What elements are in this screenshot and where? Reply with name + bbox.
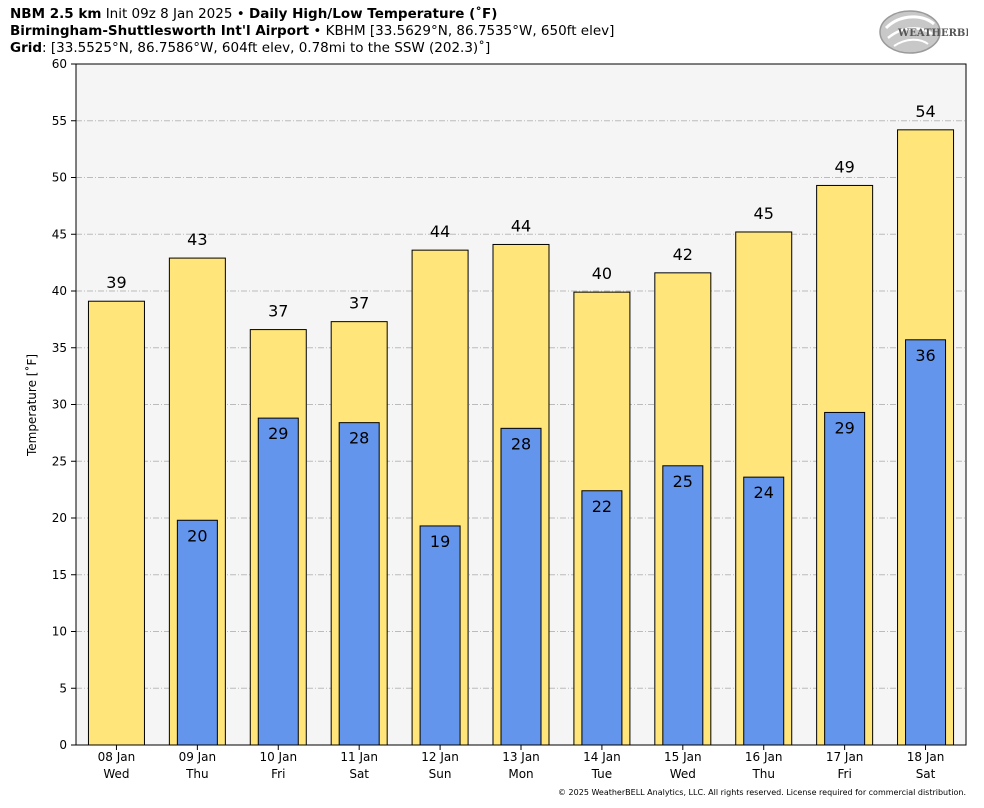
low-temp-bar [662,465,704,746]
high-temp-label: 49 [834,157,854,176]
weatherbell-logo-icon: WEATHERBELL [879,10,968,54]
low-temp-label: 25 [673,472,693,491]
model-name: NBM 2.5 km [10,6,102,22]
low-temp-bar [176,519,218,746]
low-temp-bar [419,525,461,746]
low-temp-label: 29 [834,418,854,437]
y-tick-label: 20 [52,511,67,525]
low-temp-bar [581,490,623,746]
bars: 39 43 20 37 29 37 28 44 19 44 28 40 22 42 25 45 24 49 29 54… [87,102,955,746]
x-tick-weekday: Sat [349,767,369,781]
low-temp-label: 36 [915,346,935,365]
x-tick-weekday: Wed [670,767,696,781]
y-tick-label: 50 [52,171,67,185]
x-tick-date: 17 Jan [826,750,864,764]
high-temp-label: 45 [754,204,774,223]
low-temp-bar [257,417,299,746]
y-tick-label: 55 [52,114,67,128]
y-tick-label: 5 [59,681,67,695]
low-temp-bar [500,427,542,746]
y-tick-label: 25 [52,454,67,468]
x-tick-date: 10 Jan [259,750,297,764]
grid-label: Grid [10,40,43,56]
x-tick-date: 16 Jan [745,750,783,764]
y-tick-label: 15 [52,568,67,582]
high-temp-label: 42 [673,245,693,264]
x-tick-date: 09 Jan [179,750,217,764]
separator: • [236,6,245,22]
low-temp-bar [905,339,947,746]
x-tick-weekday: Sun [429,767,452,781]
low-temp-bar [824,411,866,746]
x-tick-date: 15 Jan [664,750,702,764]
x-axis-ticks: 08 Jan Wed 09 Jan Thu 10 Jan Fri 11 Jan Sat 12 J… [98,745,945,781]
high-temp-label: 40 [592,264,612,283]
x-tick-date: 08 Jan [98,750,136,764]
high-temp-label: 44 [430,222,450,241]
logo-text: WEATHERBELL [897,28,968,39]
low-temp-label: 24 [754,483,774,502]
low-temp-bar [338,422,380,746]
low-temp-label: 19 [430,532,450,551]
x-tick-weekday: Wed [103,767,129,781]
high-temp-label: 37 [349,294,369,313]
header-line-3: Grid: [33.5525°N, 86.7586°W, 604ft elev,… [10,40,490,57]
plot-frame [75,63,967,746]
low-temp-label: 22 [592,497,612,516]
station-name: Birmingham-Shuttlesworth Int'l Airport [10,23,310,39]
init-time: Init 09z 8 Jan 2025 [105,6,233,22]
y-tick-label: 60 [52,57,67,71]
product-name: Daily High/Low Temperature (˚F) [249,6,498,22]
x-tick-weekday: Thu [751,767,775,781]
low-temp-label: 20 [187,526,207,545]
low-temp-label: 29 [268,424,288,443]
y-axis-ticks: 0 5 10 15 20 25 30 35 40 45 50 55 60 [52,57,76,752]
y-tick-label: 0 [59,738,67,752]
separator: • [313,23,322,39]
x-tick-date: 14 Jan [583,750,621,764]
y-tick-label: 30 [52,398,67,412]
x-tick-weekday: Fri [271,767,285,781]
y-tick-label: 40 [52,284,67,298]
x-tick-weekday: Fri [837,767,851,781]
low-temp-label: 28 [511,434,531,453]
grid-info: : [33.5525°N, 86.7586°W, 604ft elev, 0.7… [42,40,491,56]
x-tick-weekday: Sat [916,767,936,781]
low-temp-label: 28 [349,429,369,448]
y-tick-label: 35 [52,341,67,355]
copyright-notice: © 2025 WeatherBELL Analytics, LLC. All r… [558,788,966,797]
x-tick-weekday: Tue [591,767,613,781]
y-axis-label: Temperature [˚F] [24,354,39,457]
high-temp-label: 54 [915,102,935,121]
x-tick-date: 11 Jan [340,750,378,764]
high-temp-bar [87,300,145,746]
header-line-1: NBM 2.5 km Init 09z 8 Jan 2025 • Daily H… [10,6,497,23]
high-temp-label: 43 [187,230,207,249]
x-tick-date: 18 Jan [907,750,945,764]
y-tick-label: 45 [52,227,67,241]
x-tick-weekday: Thu [185,767,209,781]
header-line-2: Birmingham-Shuttlesworth Int'l Airport •… [10,23,614,40]
high-temp-label: 39 [106,273,126,292]
x-tick-date: 12 Jan [421,750,459,764]
x-tick-date: 13 Jan [502,750,540,764]
y-tick-label: 10 [52,625,67,639]
x-tick-weekday: Mon [508,767,533,781]
low-temp-bar [743,476,785,746]
station-info: KBHM [33.5629°N, 86.7535°W, 650ft elev] [325,23,615,39]
high-temp-label: 37 [268,302,288,321]
high-temp-label: 44 [511,216,531,235]
